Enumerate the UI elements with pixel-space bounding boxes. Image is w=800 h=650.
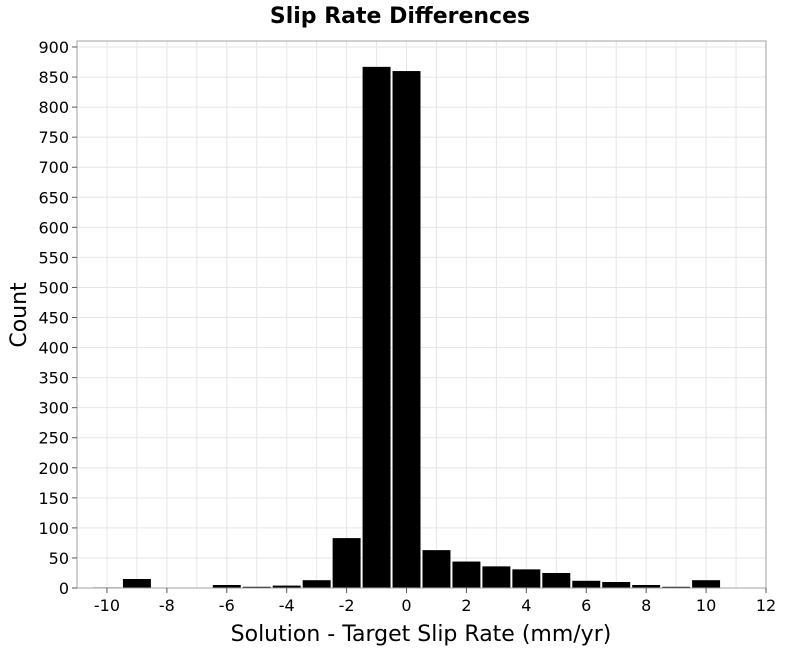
y-tick-label: 900	[38, 38, 69, 57]
histogram-bar	[692, 580, 721, 588]
y-tick-label: 250	[38, 429, 69, 448]
y-axis-title: Count	[7, 282, 32, 348]
histogram-bar	[362, 66, 391, 589]
y-tick-label: 600	[38, 218, 69, 237]
histogram-bar	[482, 566, 511, 588]
plot-area-border	[76, 40, 767, 589]
y-tick-label: 50	[49, 549, 69, 568]
y-tick-label: 350	[38, 369, 69, 388]
x-tick-label: -8	[159, 596, 175, 615]
histogram-bar	[602, 581, 631, 588]
x-tick-label: 12	[756, 596, 776, 615]
histogram-bar	[272, 585, 301, 588]
histogram-bar	[512, 569, 541, 588]
histogram-bar	[572, 580, 601, 588]
histogram-bar	[392, 71, 421, 589]
histogram-bar	[452, 561, 481, 588]
x-tick-label: -10	[94, 596, 120, 615]
x-tick-label: 6	[581, 596, 591, 615]
x-tick-label: 8	[641, 596, 651, 615]
x-axis: -10 -8 -6 -4 -2 0 2 4 6 8 10 12	[94, 588, 776, 615]
y-tick-label: 550	[38, 248, 69, 267]
y-tick-label: 650	[38, 188, 69, 207]
y-tick-label: 750	[38, 128, 69, 147]
y-axis: 0 50 100 150 200 250 300 350 400 450 500 550 600 650 7…	[38, 38, 77, 598]
y-tick-label: 300	[38, 399, 69, 418]
x-tick-label: 0	[401, 596, 411, 615]
y-tick-label: 500	[38, 278, 69, 297]
y-tick-label: 850	[38, 68, 69, 87]
histogram-bar	[542, 572, 571, 588]
histogram-bar	[122, 578, 151, 588]
bars	[92, 66, 721, 589]
y-tick-label: 150	[38, 489, 69, 508]
histogram-bar	[422, 550, 451, 588]
histogram-bar	[332, 538, 361, 588]
y-tick-label: 700	[38, 158, 69, 177]
histogram-bar	[662, 586, 691, 588]
x-tick-label: -4	[279, 596, 295, 615]
histogram-bar	[212, 584, 241, 588]
y-tick-label: 200	[38, 459, 69, 478]
y-tick-label: 400	[38, 339, 69, 358]
chart-title: Slip Rate Differences	[270, 4, 530, 29]
x-tick-label: -2	[339, 596, 355, 615]
x-tick-label: 4	[521, 596, 531, 615]
x-tick-label: 2	[461, 596, 471, 615]
histogram-bar	[632, 584, 661, 588]
y-tick-label: 100	[38, 519, 69, 538]
x-axis-title: Solution - Target Slip Rate (mm/yr)	[231, 622, 612, 647]
grid-lines	[76, 41, 767, 589]
x-tick-label: -6	[219, 596, 235, 615]
histogram-bar	[302, 580, 331, 588]
x-tick-label: 10	[696, 596, 716, 615]
histogram-bar	[242, 586, 271, 588]
y-tick-label: 450	[38, 309, 69, 328]
y-tick-label: 0	[59, 579, 69, 598]
y-tick-label: 800	[38, 98, 69, 117]
